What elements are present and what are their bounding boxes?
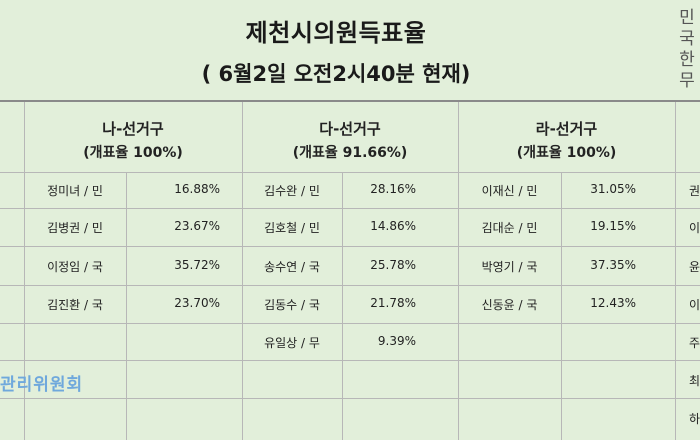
candidate-name: 김진환 / 국 xyxy=(47,298,103,312)
cut-off-name: 이 xyxy=(689,298,700,312)
candidate-name: 이정임 / 국 xyxy=(47,260,103,274)
candidate-percent: 14.86% xyxy=(370,219,416,233)
grid-line xyxy=(458,102,459,440)
cut-off-name: 이 xyxy=(689,221,700,235)
grid-line xyxy=(561,172,562,440)
grid-line xyxy=(126,172,127,440)
candidate-percent: 21.78% xyxy=(370,296,416,310)
cut-off-name: 최 xyxy=(689,374,700,388)
candidate-name: 유일상 / 무 xyxy=(264,336,320,350)
district-header-ra: 라-선거구 (개표율 100%) xyxy=(458,118,675,162)
side-label: 국 xyxy=(679,29,695,49)
candidate-percent: 23.67% xyxy=(174,219,220,233)
district-name: 라-선거구 xyxy=(535,120,598,138)
candidate-name: 송수연 / 국 xyxy=(264,260,320,274)
district-count-rate: (개표율 91.66%) xyxy=(292,145,408,161)
page-title: 제천시의원득표율 xyxy=(245,18,427,47)
candidate-name: 김대순 / 민 xyxy=(481,221,538,235)
grid-line xyxy=(242,102,243,440)
grid-line xyxy=(0,285,700,286)
side-label: 무 xyxy=(679,71,695,91)
grid-line xyxy=(0,360,700,361)
side-label: 한 xyxy=(679,50,695,70)
candidate-percent: 37.35% xyxy=(590,258,636,272)
district-count-rate: (개표율 100%) xyxy=(83,145,183,161)
candidate-name: 김수완 / 민 xyxy=(264,184,320,198)
header-divider xyxy=(0,100,700,102)
candidate-name: 이재신 / 민 xyxy=(481,184,538,198)
candidate-percent: 25.78% xyxy=(370,258,416,272)
grid-line xyxy=(0,172,700,173)
candidate-name: 김동수 / 국 xyxy=(264,298,320,312)
candidate-name: 김호철 / 민 xyxy=(264,221,320,235)
page-subtitle: ( 6월2일 오전2시40분 현재) xyxy=(201,61,471,86)
district-header-da: 다-선거구 (개표율 91.66%) xyxy=(242,118,458,162)
candidate-name: 신동윤 / 국 xyxy=(481,298,538,312)
district-count-rate: (개표율 100%) xyxy=(516,145,617,161)
candidate-name: 정미녀 / 민 xyxy=(47,184,103,198)
grid-line xyxy=(675,102,676,440)
organization-label: 관리위원회 xyxy=(0,375,84,395)
candidate-percent: 19.15% xyxy=(590,219,636,233)
cut-off-name: 하 xyxy=(689,412,700,426)
grid-line xyxy=(0,398,700,399)
candidate-percent: 28.16% xyxy=(370,182,416,196)
grid-line xyxy=(0,323,700,324)
candidate-percent: 35.72% xyxy=(174,258,220,272)
title-area: 제천시의원득표율 ( 6월2일 오전2시40분 현재) xyxy=(0,0,672,100)
candidate-percent: 16.88% xyxy=(174,182,220,196)
side-label: 민 xyxy=(679,8,695,28)
cut-off-name: 권 xyxy=(689,184,700,198)
candidate-percent: 23.70% xyxy=(174,296,220,310)
district-name: 나-선거구 xyxy=(102,120,164,138)
district-header-na: 나-선거구 (개표율 100%) xyxy=(24,118,242,162)
grid-line xyxy=(24,102,25,440)
candidate-percent: 31.05% xyxy=(590,182,636,196)
district-name: 다-선거구 xyxy=(319,120,381,138)
candidate-percent: 9.39% xyxy=(377,334,416,348)
grid-line xyxy=(342,172,343,440)
grid-line xyxy=(0,208,700,209)
side-party-labels: 민 국 한 무 xyxy=(674,8,700,92)
candidate-percent: 12.43% xyxy=(590,296,636,310)
candidate-name: 박영기 / 국 xyxy=(481,260,538,274)
cut-off-name: 주 xyxy=(689,336,700,350)
grid-line xyxy=(0,246,700,247)
cut-off-name: 윤 xyxy=(689,260,700,274)
candidate-name: 김병권 / 민 xyxy=(47,221,103,235)
